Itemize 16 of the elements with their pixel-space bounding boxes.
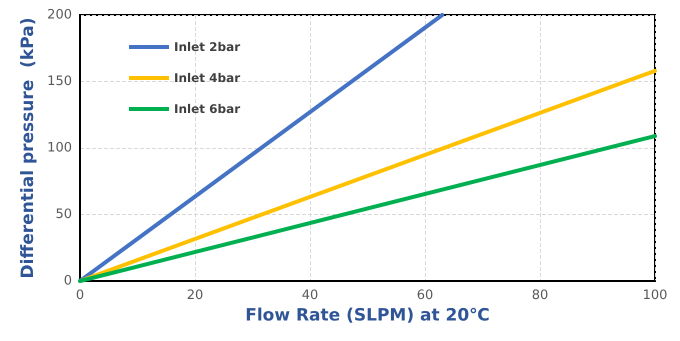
x-tick-label: 100	[642, 288, 668, 303]
x-tick-label: 0	[76, 288, 84, 303]
y-tick-label: 200	[47, 8, 72, 22]
x-tick-label: 60	[416, 288, 434, 303]
x-tick-label: 80	[532, 288, 548, 303]
y-tick-label: 0	[64, 274, 72, 288]
x-tick-label: 20	[186, 288, 204, 303]
y-tick-label: 50	[55, 207, 72, 222]
legend-label: Inlet 6bar	[174, 102, 240, 116]
y-axis-title: Differential pressure (kPa)	[18, 18, 38, 278]
y-tick-label: 100	[47, 140, 72, 156]
x-tick-label: 40	[302, 288, 318, 303]
y-tick-label: 150	[47, 74, 72, 89]
x-axis-title: Flow Rate (SLPM) at 20℃	[245, 306, 490, 326]
legend-label: Inlet 2bar	[174, 40, 240, 54]
legend-label: Inlet 4bar	[174, 71, 240, 85]
